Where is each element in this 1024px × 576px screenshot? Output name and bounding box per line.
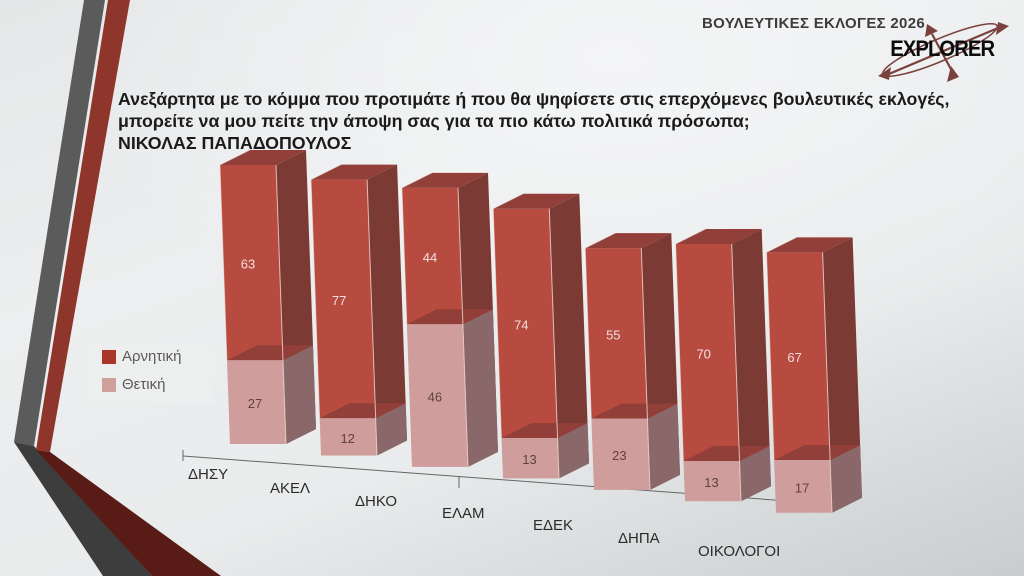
svg-text:27: 27 (248, 396, 262, 411)
svg-text:67: 67 (787, 350, 801, 365)
svg-text:17: 17 (795, 480, 809, 495)
svg-text:74: 74 (514, 317, 528, 332)
svg-text:23: 23 (612, 448, 626, 463)
svg-text:70: 70 (696, 347, 710, 362)
svg-text:44: 44 (423, 250, 437, 265)
svg-text:46: 46 (428, 390, 442, 405)
svg-text:55: 55 (606, 327, 620, 342)
svg-text:13: 13 (704, 475, 718, 490)
svg-text:13: 13 (522, 452, 536, 467)
svg-text:12: 12 (340, 431, 354, 446)
svg-text:77: 77 (332, 293, 346, 308)
svg-text:63: 63 (241, 257, 255, 272)
